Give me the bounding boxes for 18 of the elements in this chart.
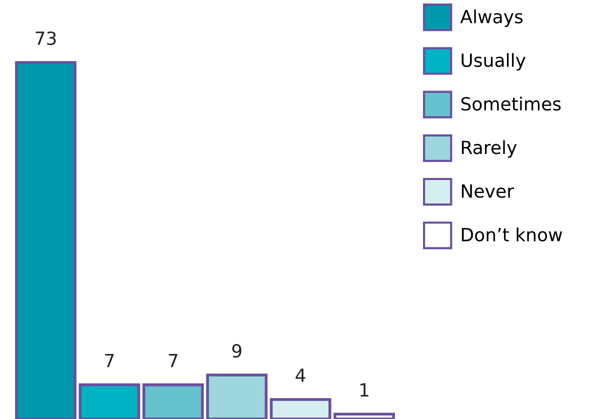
bar xyxy=(15,61,76,419)
legend-label: Rarely xyxy=(462,140,517,158)
bar xyxy=(270,398,332,419)
data-label: 1 xyxy=(360,383,368,396)
data-label: 73 xyxy=(36,31,56,46)
bar xyxy=(78,383,140,419)
legend-label: Usually xyxy=(462,53,526,71)
bar xyxy=(206,374,268,419)
data-label: 9 xyxy=(232,344,242,358)
bar xyxy=(334,412,395,419)
legend-label: Don’t know xyxy=(462,227,562,242)
legend-label: Never xyxy=(462,184,514,198)
data-label: 7 xyxy=(168,354,178,368)
legend-label: Sometimes xyxy=(461,96,561,111)
bar xyxy=(142,383,204,419)
data-label: 4 xyxy=(296,368,306,382)
data-label: 7 xyxy=(105,354,114,368)
legend-label: Always xyxy=(460,9,523,27)
